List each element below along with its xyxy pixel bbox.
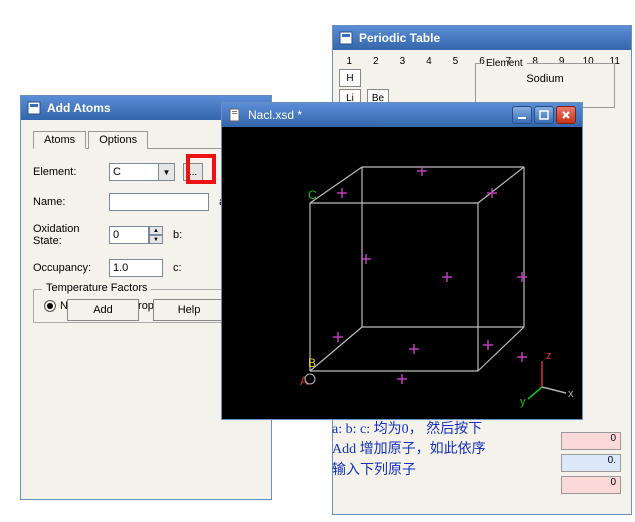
occupancy-input[interactable] (109, 259, 163, 277)
oxidation-input[interactable] (109, 226, 149, 244)
viewer-canvas[interactable]: C BAx y z (222, 127, 582, 419)
spinner-buttons[interactable]: ▲ ▼ (149, 226, 163, 244)
element-group-legend: Element (482, 58, 527, 69)
maximize-button[interactable] (534, 106, 554, 124)
name-input[interactable] (109, 193, 209, 211)
spin-down-icon[interactable]: ▼ (149, 235, 163, 244)
element-combo[interactable]: ▼ (109, 163, 175, 181)
document-icon (228, 108, 242, 122)
svg-text:B: B (308, 356, 316, 370)
colnum: 1 (339, 56, 360, 67)
viewer-window: Nacl.xsd * C BAx y z (221, 102, 583, 420)
temp-factors-legend: Temperature Factors (42, 282, 151, 294)
chevron-down-icon[interactable]: ▼ (159, 163, 175, 181)
viewer-title: Nacl.xsd * (248, 108, 302, 122)
add-button[interactable]: Add (67, 299, 139, 321)
value-cell[interactable]: 0. (561, 454, 621, 472)
value-cell[interactable]: 0 (561, 432, 621, 450)
annotation-line: Add 增加原子，如此依序 (332, 442, 486, 457)
element-browse-button[interactable]: ... (183, 163, 203, 181)
svg-text:y: y (520, 396, 526, 408)
colnum: 5 (445, 56, 466, 67)
svg-text:z: z (546, 350, 552, 362)
element-name: Sodium (482, 73, 608, 85)
annotation-line: 输入下列原子 (332, 463, 416, 478)
svg-text:x: x (568, 388, 574, 400)
annotation-line: a: b: c: 均为0， 然后按下 (332, 422, 482, 437)
colnum: 3 (392, 56, 413, 67)
tab-atoms[interactable]: Atoms (33, 131, 86, 149)
b-label: b: (173, 229, 182, 241)
svg-text:A: A (300, 374, 308, 388)
tab-options[interactable]: Options (88, 131, 148, 149)
help-button[interactable]: Help (153, 299, 225, 321)
name-label: Name: (33, 196, 103, 208)
colnum: 2 (366, 56, 387, 67)
element-cell-H[interactable]: H (339, 69, 361, 87)
spin-up-icon[interactable]: ▲ (149, 226, 163, 235)
oxidation-label: Oxidation State: (33, 223, 103, 247)
add-atoms-title: Add Atoms (47, 101, 111, 115)
colnum: 4 (419, 56, 440, 67)
annotation-text: a: b: c: 均为0， 然后按下 Add 增加原子，如此依序 输入下列原子 (332, 420, 550, 481)
svg-text:C: C (308, 188, 317, 202)
element-info-group: Element Sodium (475, 58, 615, 108)
periodic-table-titlebar[interactable]: Periodic Table (333, 26, 631, 50)
value-cells: 0 0. 0 (561, 432, 621, 494)
oxidation-spinner[interactable]: ▲ ▼ (109, 226, 163, 244)
element-label: Element: (33, 166, 103, 178)
cube-render: C BAx y z (222, 127, 582, 419)
c-label: c: (173, 262, 182, 274)
element-input[interactable] (109, 163, 159, 181)
viewer-titlebar[interactable]: Nacl.xsd * (222, 103, 582, 127)
occupancy-label: Occupancy: (33, 262, 103, 274)
value-cell[interactable]: 0 (561, 476, 621, 494)
app-icon (339, 31, 353, 45)
periodic-table-title: Periodic Table (359, 31, 440, 45)
close-button[interactable] (556, 106, 576, 124)
app-icon (27, 101, 41, 115)
minimize-button[interactable] (512, 106, 532, 124)
